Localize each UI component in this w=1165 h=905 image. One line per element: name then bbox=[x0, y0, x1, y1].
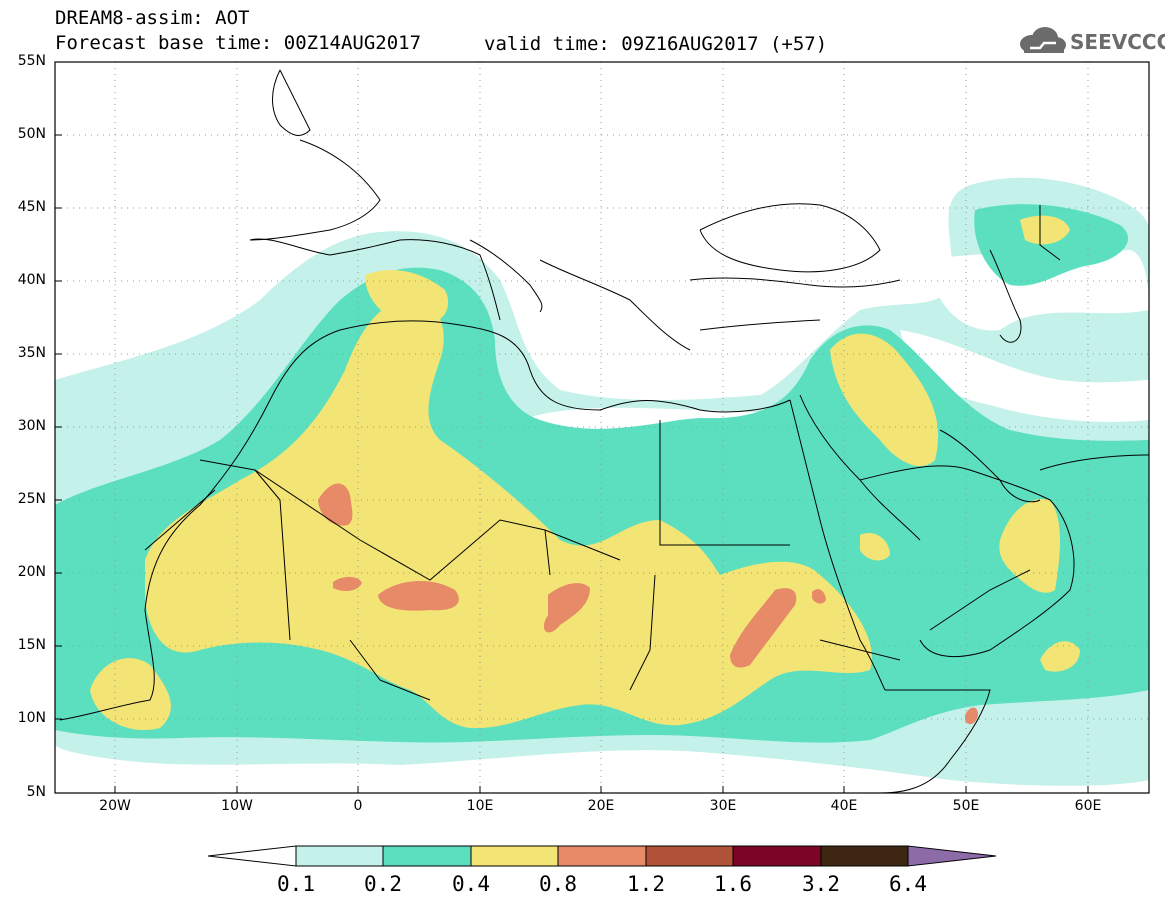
lat-label: 40N bbox=[17, 272, 46, 288]
lon-label: 10W bbox=[221, 798, 253, 814]
colorbar-label: 0.1 bbox=[277, 872, 315, 896]
lon-label: 10E bbox=[466, 798, 494, 814]
lon-label: 20E bbox=[587, 798, 615, 814]
lat-label: 25N bbox=[17, 491, 46, 507]
colorbar-label: 6.4 bbox=[889, 872, 927, 896]
lon-label: 50E bbox=[952, 798, 980, 814]
colorbar-swatch-0.2 bbox=[382, 845, 472, 867]
lon-label: 60E bbox=[1074, 798, 1102, 814]
seevccc-logo: SEEVCCC bbox=[1018, 24, 1165, 58]
colorbar-label: 1.2 bbox=[627, 872, 665, 896]
map-title: DREAM8-assim: AOT bbox=[55, 7, 250, 29]
colorbar-label: 0.2 bbox=[364, 872, 402, 896]
lon-label: 30E bbox=[709, 798, 737, 814]
forecast-base-time: Forecast base time: 00Z14AUG2017 bbox=[55, 32, 422, 54]
lat-label: 15N bbox=[17, 637, 46, 653]
logo-text: SEEVCCC bbox=[1070, 30, 1165, 54]
cloud-icon bbox=[1020, 27, 1066, 53]
lat-label: 20N bbox=[17, 564, 46, 580]
colorbar-label: 0.8 bbox=[539, 872, 577, 896]
colorbar-swatch-3.2 bbox=[820, 845, 909, 867]
aot-field bbox=[55, 62, 1149, 793]
axis-ticks bbox=[55, 61, 1089, 794]
colorbar-swatch-0.8 bbox=[557, 845, 647, 867]
lat-label: 10N bbox=[17, 710, 46, 726]
lon-label: 20W bbox=[99, 798, 131, 814]
colorbar-low-triangle bbox=[207, 845, 297, 867]
graticule bbox=[55, 62, 1149, 793]
colorbar bbox=[207, 845, 997, 867]
lat-label: 5N bbox=[26, 784, 46, 800]
lon-label: 40E bbox=[830, 798, 858, 814]
colorbar-swatch-0.1 bbox=[295, 845, 384, 867]
colorbar-swatch-1.6 bbox=[732, 845, 822, 867]
lat-label: 30N bbox=[17, 418, 46, 434]
coastlines bbox=[59, 69, 1149, 793]
colorbar-high-triangle bbox=[907, 845, 997, 867]
lat-label: 45N bbox=[17, 199, 46, 215]
lon-label: 0 bbox=[353, 798, 363, 814]
aot-region-0.4 bbox=[145, 300, 872, 729]
colorbar-swatch-1.2 bbox=[645, 845, 734, 867]
colorbar-swatch-0.4 bbox=[470, 845, 559, 867]
colorbar-label: 0.4 bbox=[452, 872, 490, 896]
lat-label: 35N bbox=[17, 345, 46, 361]
colorbar-label: 1.6 bbox=[714, 872, 752, 896]
valid-time: valid time: 09Z16AUG2017 (+57) bbox=[484, 33, 828, 55]
lat-label: 50N bbox=[17, 126, 46, 142]
lat-label: 55N bbox=[17, 53, 46, 69]
aot-region-0.8 bbox=[318, 483, 353, 526]
colorbar-label: 3.2 bbox=[802, 872, 840, 896]
